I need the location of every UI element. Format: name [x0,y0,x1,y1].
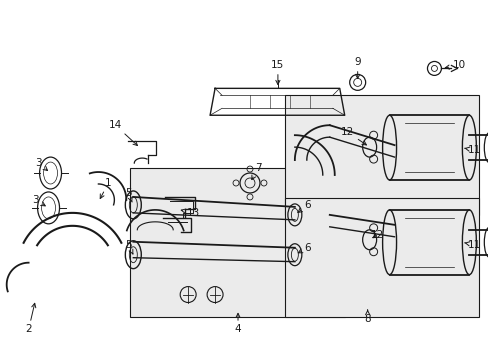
Text: 11: 11 [464,240,480,250]
Text: 8: 8 [364,310,370,324]
Text: 2: 2 [25,303,36,334]
Text: 5: 5 [125,240,133,254]
Bar [285,95,478,215]
Text: 3: 3 [35,158,47,171]
Text: 3: 3 [32,195,45,206]
Text: 6: 6 [297,200,310,212]
Text: 1: 1 [100,178,111,198]
Text: 13: 13 [181,208,200,218]
Text: 15: 15 [271,60,284,85]
Bar [285,198,478,318]
Text: 6: 6 [298,243,310,253]
Text: 4: 4 [234,313,241,334]
Text: 7: 7 [251,163,261,180]
Text: 12: 12 [341,127,366,145]
Text: 12: 12 [370,230,384,240]
Text: 5: 5 [125,188,132,202]
Text: 14: 14 [108,120,137,145]
Text: 10: 10 [445,60,465,71]
Text: 11: 11 [464,145,480,155]
Text: 9: 9 [354,58,360,78]
Bar [130,168,344,318]
